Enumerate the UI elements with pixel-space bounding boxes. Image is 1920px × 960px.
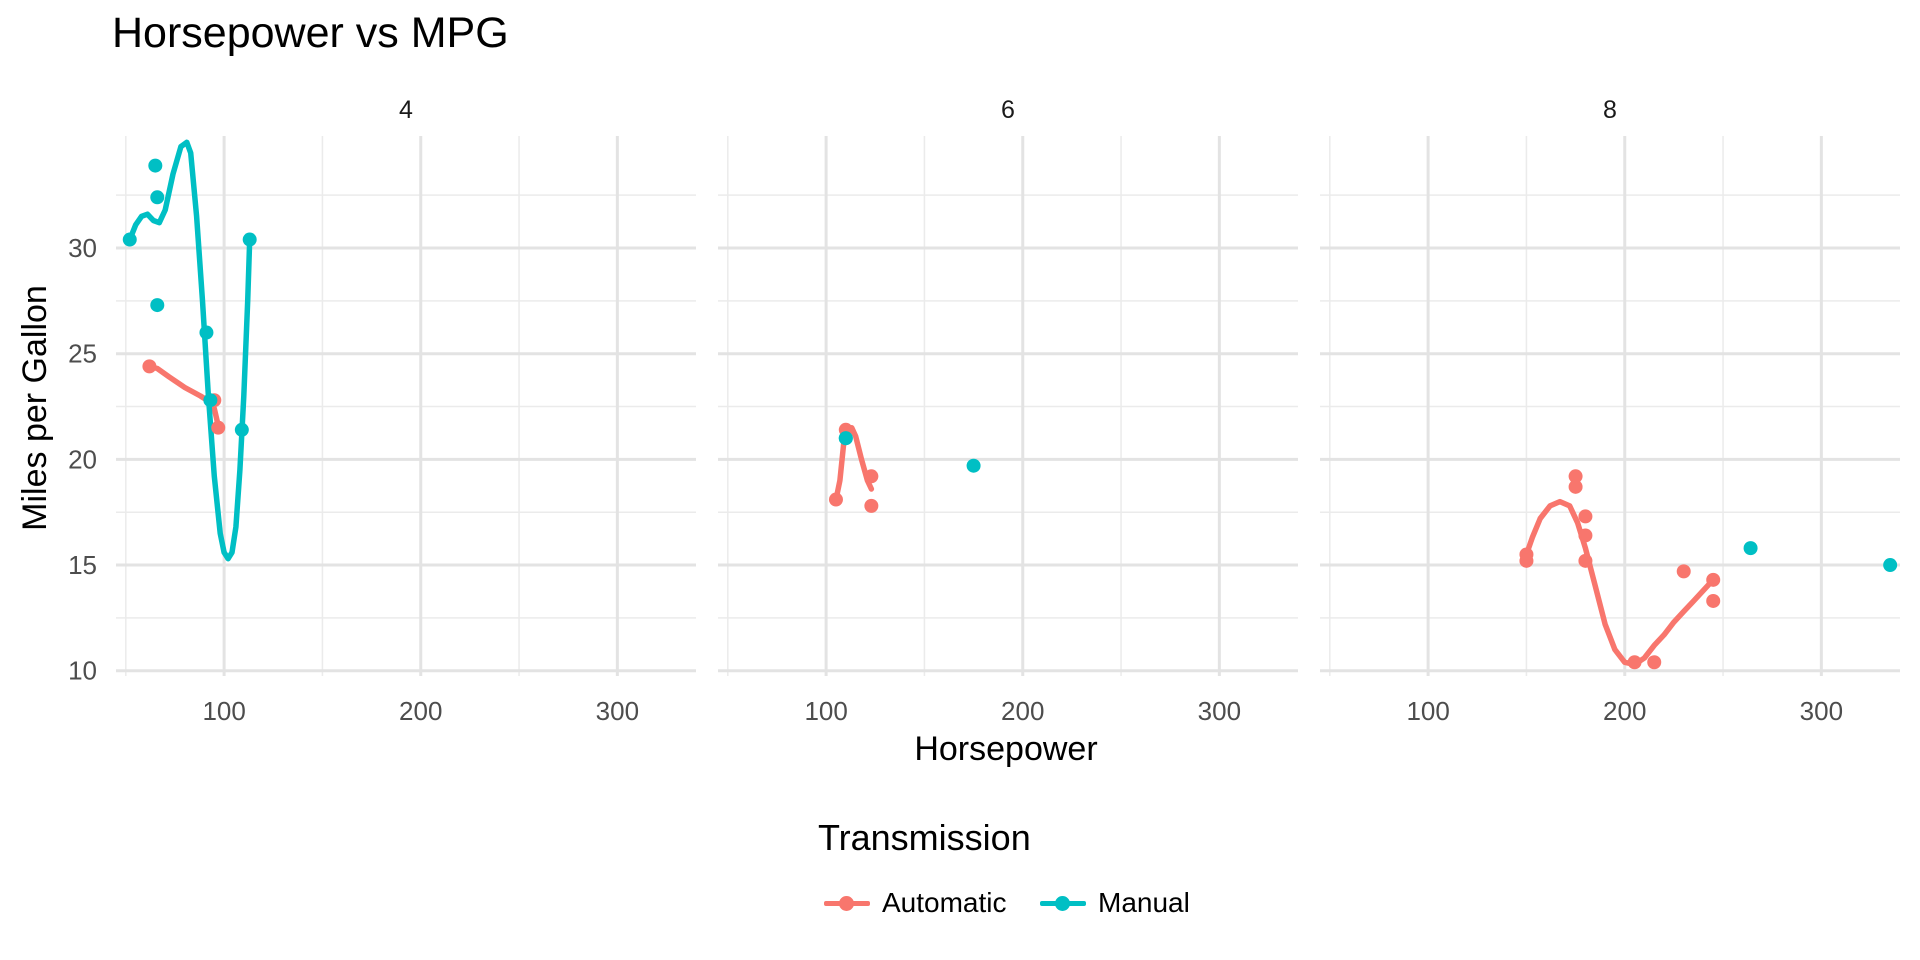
data-point-automatic (828, 492, 843, 507)
y-axis-title: Miles per Gallon (16, 285, 54, 531)
x-tick-label: 300 (596, 696, 639, 726)
x-axis-title: Horsepower (914, 730, 1097, 768)
facet-strip-label: 4 (399, 96, 413, 124)
data-point-automatic (864, 498, 879, 513)
x-tick-label: 300 (1800, 696, 1843, 726)
data-point-manual (199, 325, 214, 340)
data-point-automatic (142, 359, 157, 374)
smooth-line-automatic (146, 363, 221, 429)
x-tick-label: 200 (1603, 696, 1646, 726)
data-point-automatic (1676, 564, 1691, 579)
gridlines (116, 136, 1900, 676)
data-point-automatic (1706, 593, 1721, 608)
legend-item-manual: Manual (1040, 887, 1190, 919)
data-point-automatic (1578, 553, 1593, 568)
data-point-manual (203, 393, 218, 408)
data-point-automatic (1647, 655, 1662, 670)
facet-strip-label: 6 (1001, 96, 1015, 124)
y-tick-label: 15 (68, 550, 97, 580)
data-point-manual (966, 458, 981, 473)
tick-labels: 100 200 300 100 200 300 100 200 300 10 15 20 25 30 (68, 233, 1843, 726)
legend-item-automatic: Automatic (824, 887, 1007, 919)
data-point-manual (1743, 541, 1758, 556)
x-tick-label: 300 (1198, 696, 1241, 726)
smooth-line-automatic (1523, 498, 1716, 668)
x-tick-label: 200 (399, 696, 442, 726)
data-point-automatic (864, 469, 879, 484)
x-tick-label: 100 (202, 696, 245, 726)
data-point-automatic (1578, 528, 1593, 543)
data-point-automatic (1627, 655, 1642, 670)
data-point-automatic (1568, 469, 1583, 484)
x-tick-label: 200 (1001, 696, 1044, 726)
data-point-automatic (1519, 553, 1534, 568)
facet-strip-label: 8 (1603, 96, 1617, 124)
data-point-manual (150, 190, 165, 205)
data-point-automatic (1568, 479, 1583, 494)
chart-plot: 100 200 300 100 200 300 100 200 300 10 15 20 25 30 4 6… (16, 96, 1900, 768)
data-point-manual (242, 232, 257, 247)
data-point-automatic (1578, 509, 1593, 524)
data-point-manual (148, 158, 163, 173)
legend-title: Transmission (818, 817, 1031, 858)
data-points (122, 158, 1898, 670)
data-point-automatic (1706, 572, 1721, 587)
smooth-lines (127, 139, 1716, 668)
data-point-manual (150, 298, 165, 313)
y-tick-label: 10 (68, 656, 97, 686)
legend-key-manual (1040, 893, 1086, 913)
data-point-manual (122, 232, 137, 247)
y-tick-label: 30 (68, 233, 97, 263)
chart-title: Horsepower vs MPG (112, 9, 509, 57)
data-point-manual (838, 431, 853, 446)
y-tick-label: 20 (68, 444, 97, 474)
legend-key-automatic (824, 893, 870, 913)
legend-label-manual: Manual (1098, 887, 1190, 918)
data-point-automatic (211, 420, 226, 435)
facet-strips: 4 6 8 (399, 96, 1617, 124)
data-point-manual (234, 422, 249, 437)
data-point-manual (1883, 558, 1898, 573)
legend-label-automatic: Automatic (882, 887, 1007, 918)
x-tick-label: 100 (804, 696, 847, 726)
smooth-line-manual (127, 139, 253, 562)
x-tick-label: 100 (1406, 696, 1449, 726)
y-tick-label: 25 (68, 339, 97, 369)
